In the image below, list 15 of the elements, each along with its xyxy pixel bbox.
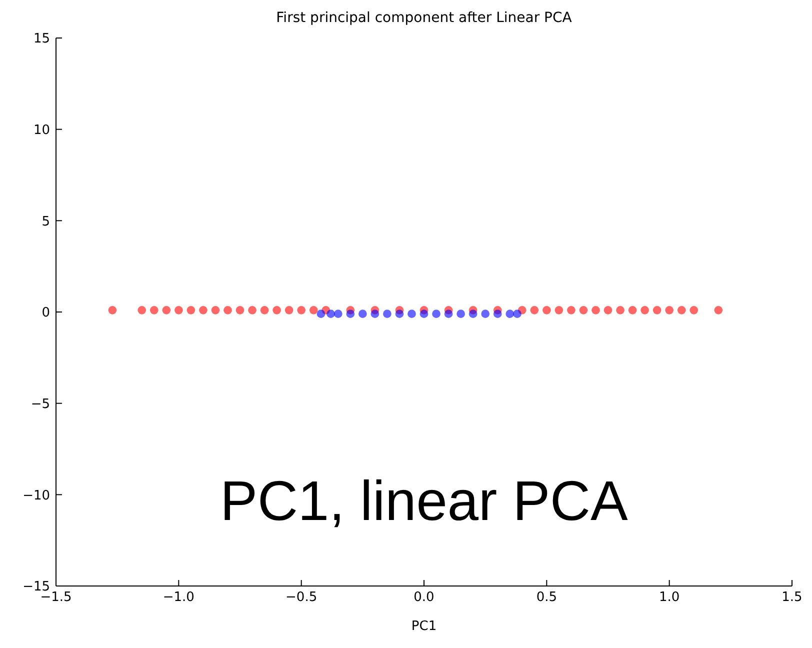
x-tick-label: 0.5 (536, 590, 558, 606)
annotation: PC1, linear PCA (219, 468, 629, 533)
x-axis-title: PC1 (411, 619, 437, 634)
x-tick-label: 1.5 (782, 590, 802, 606)
chart-title: First principal component after Linear PCA (275, 10, 573, 26)
x-tick-label: 0.0 (414, 590, 434, 606)
x-tick-label: −1.0 (162, 590, 194, 606)
x-tick-label: 1.0 (658, 590, 680, 606)
y-tick-label: 0 (42, 306, 50, 321)
y-tick-label: 5 (42, 214, 50, 230)
y-tick-label: −10 (22, 488, 50, 504)
y-tick-label: 15 (33, 32, 50, 47)
x-tick-label: −0.5 (286, 590, 318, 606)
y-tick-label: −5 (30, 396, 50, 412)
y-tick-label: 10 (33, 122, 50, 138)
